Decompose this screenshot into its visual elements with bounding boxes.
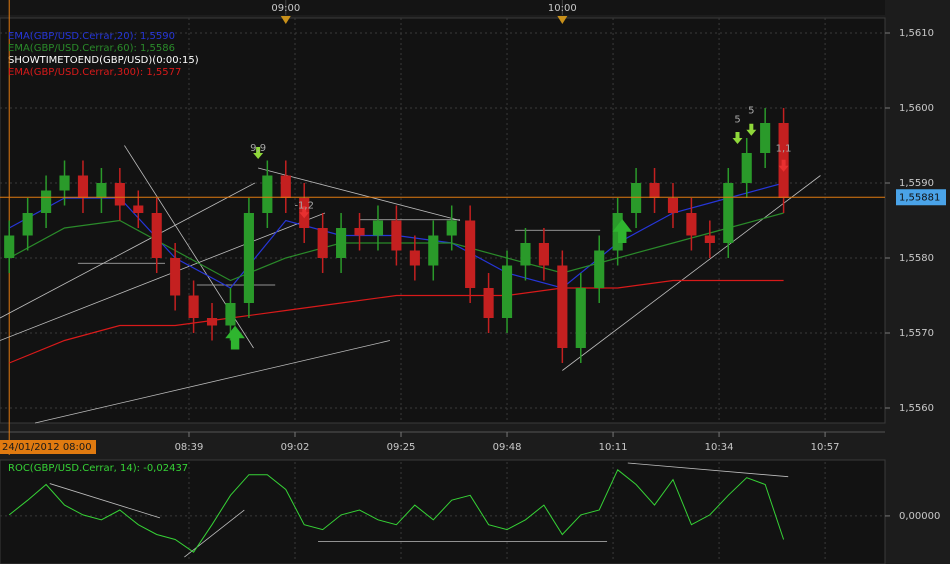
signal-arrow [732, 132, 743, 144]
candle-body [741, 153, 752, 183]
x-tick-label: 10:34 [705, 442, 734, 453]
info-text: SHOWTIMETOEND(GBP/USD)(0:00:15) [8, 55, 199, 66]
candle-body [409, 250, 420, 266]
candle-body [465, 220, 476, 288]
session-start-label: 24/01/2012 08:00 [2, 442, 92, 453]
trendline [49, 483, 161, 519]
candle-body [631, 183, 642, 213]
roc-panel [0, 459, 886, 564]
y-tick-label: 1,5610 [899, 28, 934, 39]
y-tick-label: 1,5560 [899, 403, 934, 414]
candle-body [686, 213, 697, 236]
x-tick-label: 10:11 [599, 442, 628, 453]
trendline [184, 509, 245, 558]
candle-body [336, 228, 347, 258]
candle-body [723, 183, 734, 243]
candle-body [354, 228, 365, 236]
candle-body [557, 265, 568, 348]
candle-body [704, 235, 715, 243]
candle-body [667, 198, 679, 213]
candle-body [133, 205, 144, 213]
session-start-box [0, 440, 96, 454]
trendline [0, 182, 256, 319]
candle-body [446, 220, 457, 236]
candle-body [170, 258, 181, 296]
x-tick-label: 09:02 [281, 442, 310, 453]
y-tick-label: 0,00000 [899, 511, 940, 522]
candle-body [4, 235, 15, 258]
annotation: 5 [748, 105, 754, 116]
top-marker [557, 16, 568, 24]
candle-body [41, 190, 52, 213]
candle-body [538, 243, 549, 266]
signal-arrow [299, 206, 310, 219]
annotation: 9,9 [250, 143, 266, 154]
price-panel [0, 17, 886, 424]
top-marker-label: 10:00 [548, 3, 577, 14]
x-tick-label: 09:48 [493, 442, 522, 453]
legend-entry: EMA(GBP/USD.Cerrar,300): 1,5577 [8, 67, 181, 78]
candle-body [317, 228, 328, 258]
legend-entry: EMA(GBP/USD.Cerrar,60): 1,5586 [8, 43, 175, 54]
candle-body [594, 250, 605, 288]
candle-body [280, 175, 291, 198]
signal-arrow [746, 123, 757, 136]
candle-body [760, 123, 771, 153]
candle-body [520, 243, 531, 266]
candle-body [96, 183, 107, 198]
annotation: 1,1 [776, 144, 792, 155]
candle-body [649, 183, 660, 198]
current-price-label: 1,55881 [899, 192, 940, 203]
candle-body [483, 288, 494, 318]
candle-body [151, 213, 162, 258]
top-axis-bar [0, 0, 885, 15]
top-marker [280, 16, 291, 24]
candle-body [206, 318, 218, 326]
trendline [562, 175, 821, 371]
candle-body [225, 303, 236, 326]
x-tick-label: 10:57 [811, 442, 840, 453]
y-tick-label: 1,5590 [899, 178, 934, 189]
candle-body [501, 265, 513, 318]
candle-body [262, 175, 273, 213]
annotation: -1,2 [294, 201, 314, 212]
signal-arrow [612, 219, 633, 243]
candle-body [243, 213, 254, 303]
y-tick-label: 1,5570 [899, 328, 934, 339]
annotation: 5 [734, 114, 740, 125]
signal-arrow [225, 325, 245, 350]
candle-body [59, 175, 70, 191]
candle-body [428, 235, 439, 266]
trendline [0, 212, 326, 341]
top-marker-label: 09:00 [271, 3, 300, 14]
signal-arrow [253, 147, 264, 159]
candle-body [188, 295, 199, 318]
series-line [8, 469, 785, 553]
candle-body [575, 288, 586, 348]
trendline [34, 340, 391, 424]
candle-body [114, 183, 125, 206]
trendline [627, 462, 789, 478]
x-tick-label: 08:39 [175, 442, 204, 453]
legend-entry: EMA(GBP/USD.Cerrar,20): 1,5590 [8, 31, 175, 42]
signal-arrow [778, 159, 789, 172]
current-price-box [896, 189, 946, 206]
series-line [8, 279, 784, 364]
y-tick-label: 1,5580 [899, 253, 934, 264]
trendline [258, 167, 461, 221]
candle-body [22, 213, 33, 236]
candle-body [391, 220, 402, 251]
legend-entry: ROC(GBP/USD.Cerrar, 14): -0,02437 [8, 463, 188, 474]
x-tick-label: 09:25 [387, 442, 416, 453]
candle-body [372, 220, 384, 236]
candle-body [77, 175, 89, 198]
y-tick-label: 1,5600 [899, 103, 934, 114]
